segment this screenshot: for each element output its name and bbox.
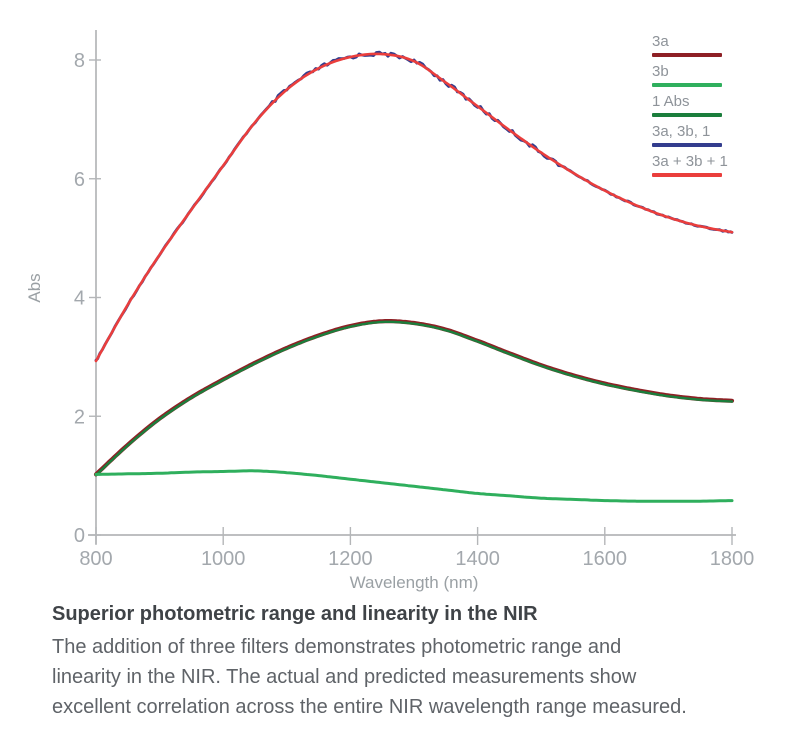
x-tick-label: 800 <box>79 548 112 570</box>
legend-swatch-line-3a3b1 <box>652 143 722 147</box>
legend-item-3b: 3b <box>652 64 728 87</box>
series-curves <box>93 50 735 503</box>
x-tick-label: 1200 <box>328 548 373 570</box>
y-axis-title: Abs <box>25 273 44 302</box>
y-tick-label: 8 <box>74 50 85 72</box>
legend-item-3a: 3a <box>652 34 728 57</box>
x-tick-label: 1000 <box>201 548 246 570</box>
series-line-1-abs <box>94 320 734 477</box>
legend-swatch-line-1abs <box>652 113 722 117</box>
legend-item-1abs: 1 Abs <box>652 94 728 117</box>
legend-swatch-line-3a <box>652 53 722 57</box>
caption-body-line-2: linearity in the NIR. The actual and pre… <box>52 666 637 688</box>
legend-label-3a3b1: 3a, 3b, 1 <box>652 123 711 140</box>
legend-label-1abs: 1 Abs <box>652 93 690 110</box>
legend-swatch-line-sum <box>652 173 722 177</box>
legend-item-3a3b1: 3a, 3b, 1 <box>652 124 728 147</box>
legend-item-sum: 3a + 3b + 1 <box>652 154 728 177</box>
legend-label-3b: 3b <box>652 63 669 80</box>
x-axis-title: Wavelength (nm) <box>350 573 479 592</box>
y-tick-label: 0 <box>74 525 85 547</box>
y-tick-label: 2 <box>74 406 85 428</box>
caption-body-line-3: excellent correlation across the entire … <box>52 696 687 718</box>
axes <box>88 30 736 544</box>
y-tick-label: 4 <box>74 288 85 310</box>
x-tick-label: 1600 <box>583 548 628 570</box>
series-line-3b <box>94 469 734 503</box>
caption-title: Superior photometric range and linearity… <box>52 603 538 625</box>
absorbance-chart: 800 1000 1200 1400 1600 1800 0 2 4 6 8 Abs Wavelen… <box>25 30 754 592</box>
legend-label-sum: 3a + 3b + 1 <box>652 153 728 170</box>
caption-body-line-1: The addition of three filters demonstrat… <box>52 636 622 658</box>
legend-label-3a: 3a <box>652 33 669 50</box>
axis-ticks: 800 1000 1200 1400 1600 1800 0 2 4 6 8 <box>74 50 754 570</box>
x-tick-label: 1400 <box>455 548 500 570</box>
legend-swatch-line-3b <box>652 83 722 87</box>
chart-legend: 3a 3b 1 Abs 3a, 3b, 1 3a + 3b + 1 <box>652 34 728 184</box>
x-tick-label: 1800 <box>710 548 755 570</box>
series-line-3a-3b-1 <box>94 52 734 363</box>
y-tick-label: 6 <box>74 169 85 191</box>
figure-caption: Superior photometric range and linearity… <box>52 603 792 722</box>
